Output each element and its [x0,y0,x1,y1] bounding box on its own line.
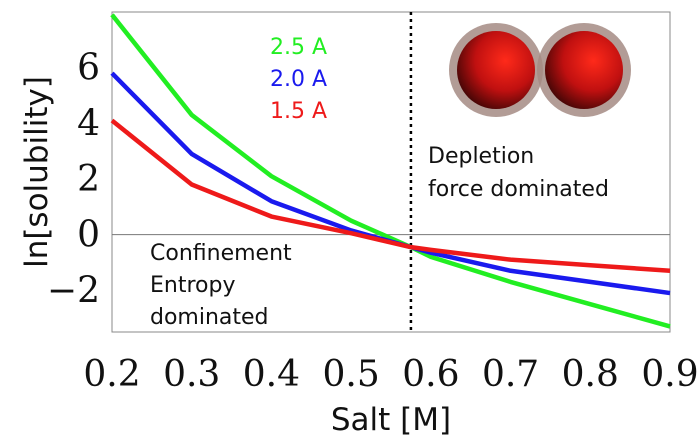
annotation-depletion-line-2: force dominated [428,177,609,202]
annotation-confinement: Confinement Entropy dominated [150,241,292,330]
legend-entry: 2.0 A [270,67,327,92]
sphere-left [457,31,535,109]
legend-entry: 1.5 A [270,99,327,124]
series-line-2 [110,118,671,274]
sphere-right [545,31,623,109]
legend: 2.5 A 2.0 A 1.5 A [270,35,327,124]
x-tick-label: 0.4 [243,354,300,395]
y-tick-label: −2 [47,270,100,311]
two-spheres-icon [449,23,631,117]
x-tick-label: 0.9 [641,354,698,395]
annotation-confinement-line-3: dominated [150,305,269,330]
y-tick-label: 2 [77,159,100,200]
x-tick-label: 0.7 [482,354,539,395]
plot-border [111,11,671,333]
x-tick-layer: 0.2 0.3 0.4 0.5 0.6 0.7 0.8 0.9 [83,354,698,395]
y-tick-label: 0 [77,215,100,256]
y-axis-title: ln[solubility] [19,76,55,268]
plot-frame [111,11,671,333]
x-tick-label: 0.3 [163,354,220,395]
x-tick-label: 0.2 [83,354,140,395]
x-axis-title: Salt [M] [331,402,451,438]
annotation-confinement-line-2: Entropy [150,273,235,298]
x-tick-label: 0.8 [562,354,619,395]
x-tick-label: 0.6 [402,354,459,395]
legend-entry: 2.5 A [270,35,327,60]
series-layer [110,13,671,329]
annotation-depletion: Depletion force dominated [428,144,609,202]
annotation-confinement-line-1: Confinement [150,241,292,266]
y-tick-layer: 6 4 2 0 −2 [47,48,100,312]
x-tick-label: 0.5 [323,354,380,395]
y-tick-label: 4 [77,103,100,144]
annotation-depletion-line-1: Depletion [428,144,534,169]
y-tick-label: 6 [77,48,100,89]
